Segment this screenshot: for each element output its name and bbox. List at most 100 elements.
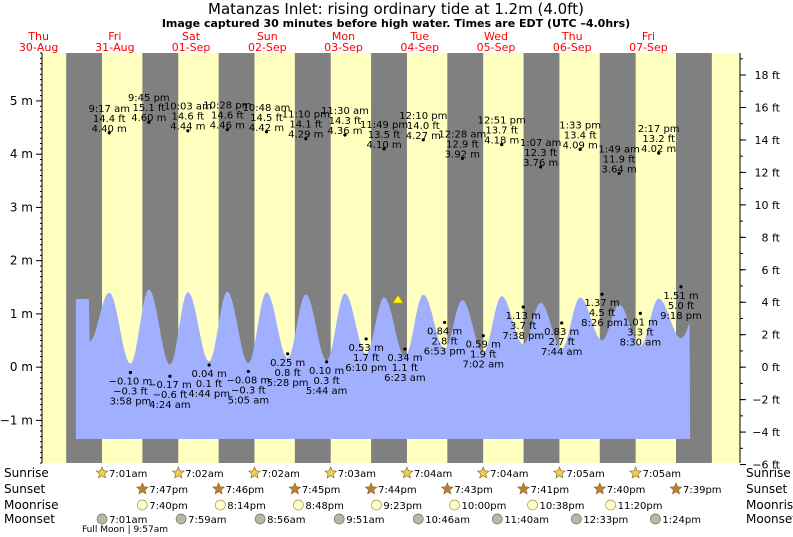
sun-icon [288,482,302,495]
right-tick-label: −6 ft [752,459,780,472]
moonset-icon [412,513,424,525]
tide-point [403,347,407,351]
day-date: 03‑Sep [324,41,363,54]
tide-metres: 0.34 m [387,353,422,364]
tide-time: 7:38 pm [502,331,544,342]
tide-feet: 12.3 ft [524,148,557,159]
sunset-time: 7:47pm [149,485,188,496]
low-tide-label: 0.83 m2.7 ft7:44 am [541,327,583,358]
moonrise-icon [449,499,460,511]
sun-icon [593,482,607,495]
astro-row-label-left: Moonset [4,512,55,526]
tide-feet: 0.8 ft [274,368,300,379]
tide-time: 6:10 pm [345,363,387,374]
moonrise-time: 8:48pm [305,501,344,512]
right-tick-label: 2 ft [762,329,781,342]
tide-point [578,147,582,151]
tide-feet: 14.4 ft [93,114,126,125]
chart-subtitle: Image captured 30 minutes before high wa… [162,17,630,30]
tide-metres: 1.37 m [584,298,619,309]
sun-icon [171,466,185,479]
tide-feet: 14.3 ft [329,116,362,127]
moonset-time: 12:33pm [583,515,628,526]
low-tide-label: 1.01 m3.3 ft8:30 am [620,317,662,348]
moonrise-time: 7:40pm [149,501,188,512]
tide-point [343,133,347,137]
day-date: 01‑Sep [172,41,211,54]
sun-icon [440,482,454,495]
low-tide-label: −0.17 m−0.6 ft4:24 am [148,380,192,411]
tide-time: 8:26 pm [581,318,623,329]
tide-metres: 4.18 m [484,136,519,147]
sunset-time: 7:40pm [607,485,646,496]
tide-point [657,151,661,155]
tide-metres: 0.04 m [192,369,227,380]
tide-point [600,292,604,296]
tide-point [382,147,386,151]
astro-row-label-right: Sunset [746,482,787,496]
low-tide-label: 1.51 m5.0 ft9:18 pm [660,291,702,322]
tide-metres: 0.53 m [349,343,384,354]
moonset-time: 9:51am [346,515,384,526]
tide-metres: 1.01 m [623,317,658,328]
tide-metres: 0.83 m [544,327,579,338]
moonset-icon [333,513,345,525]
tide-point [207,363,211,367]
tide-point [481,334,485,338]
tide-metres: 0.84 m [427,326,462,337]
tide-point [225,128,229,132]
moonset-time: 11:40am [504,515,549,526]
sun-icon [629,466,643,479]
low-tide-label: 0.84 m2.8 ft6:53 pm [424,326,466,357]
low-tide-label: 0.59 m1.9 ft7:02 am [462,340,504,371]
tide-feet: −0.6 ft [153,390,188,401]
day-name: Wed [484,30,508,43]
tide-time: 1:49 am [598,144,640,155]
tide-point [679,285,683,289]
tide-feet: 0.3 ft [313,376,339,387]
moonrise-icon [527,499,538,511]
tide-point [264,130,269,134]
sun-icon [212,482,226,495]
tide-time: 10:28 pm [203,101,251,112]
tide-time: 5:44 am [306,386,348,397]
tide-point [638,311,642,315]
tide-time: 2:17 pm [638,124,680,135]
right-tick-label: 10 ft [755,199,781,212]
sunrise-time: 7:02am [185,469,223,480]
tide-feet: 13.5 ft [368,130,401,141]
left-tick-label: 4 m [10,147,33,161]
day-name: Sun [257,30,278,43]
current-level-marker [392,294,404,304]
tide-metres: 4.36 m [327,126,362,137]
tide-metres: 3.92 m [445,149,480,160]
right-tick-label: 18 ft [755,69,781,82]
tide-time: 5:28 pm [267,378,309,389]
moonset-icon [254,513,266,525]
tide-feet: 13.2 ft [642,134,675,145]
sun-icon [248,466,261,479]
moonset-time: 1:24pm [662,515,701,526]
low-tide-label: 0.53 m1.7 ft6:10 pm [345,343,387,374]
tide-time: 12:10 pm [399,111,447,122]
moonset-icon [175,513,187,525]
tide-feet: 12.9 ft [446,139,479,150]
tide-metres: 4.09 m [563,140,598,151]
tide-point [560,321,564,325]
tide-feet: 5.0 ft [668,301,694,312]
sunrise-time: 7:05am [566,469,604,480]
sunset-time: 7:45pm [302,485,341,496]
right-tick-label: −4 ft [752,426,780,439]
right-tick-label: 6 ft [762,264,781,277]
tide-time: 7:02 am [462,360,504,371]
moonrise-time: 11:20pm [618,501,663,512]
moonset-icon [571,513,582,525]
day-date: 05‑Sep [477,41,516,54]
day-date: 02‑Sep [248,41,287,54]
